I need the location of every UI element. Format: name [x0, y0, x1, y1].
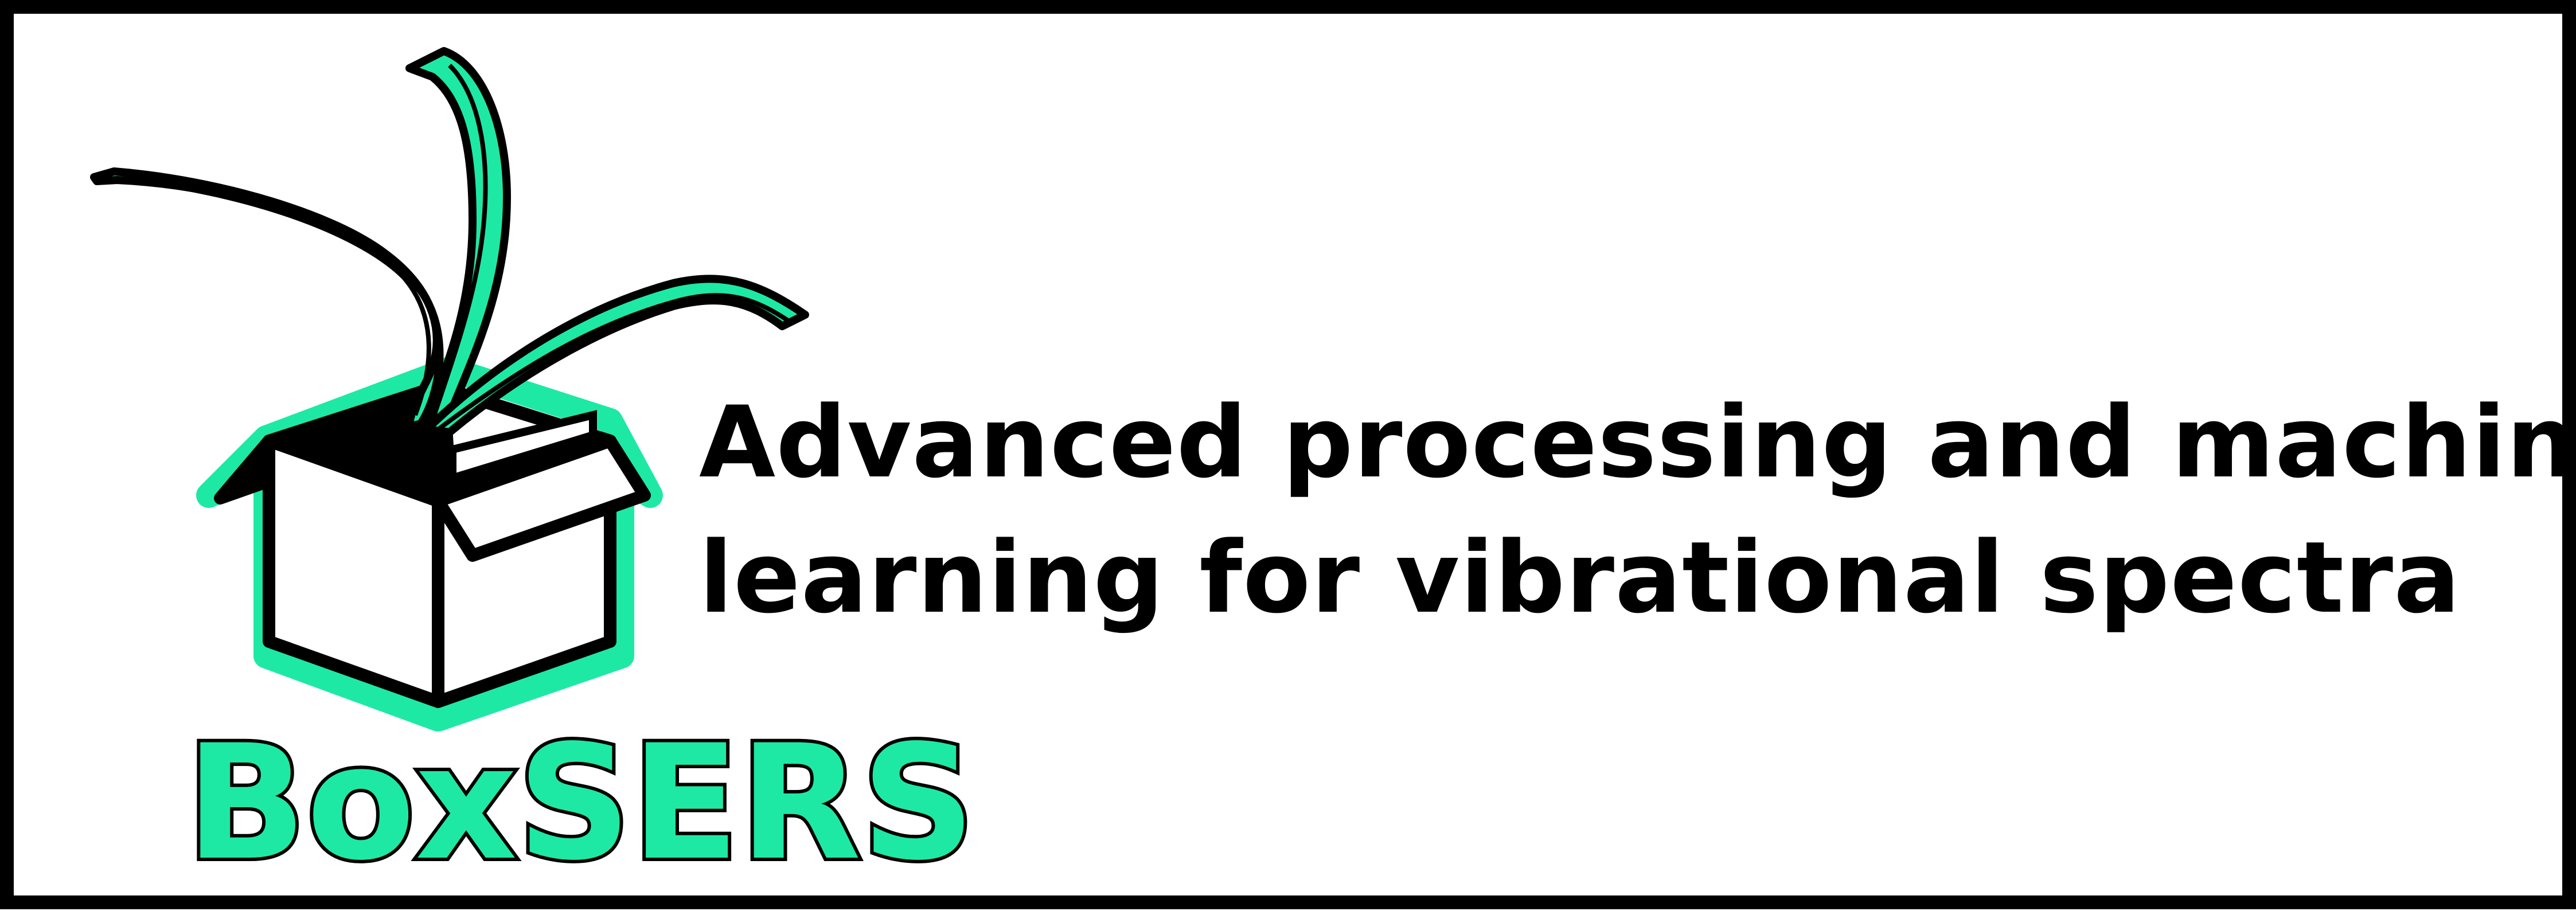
open-box-with-spectra-icon [90, 47, 809, 732]
tagline-line-1: Advanced processing and machine [699, 385, 2576, 500]
wordmark: BoxSERS [186, 711, 975, 895]
logo [90, 47, 809, 732]
wordmark-container: BoxSERS [182, 708, 979, 899]
tagline-line-2: learning for vibrational spectra [699, 520, 2461, 635]
tagline: Advanced processing and machine learning… [699, 375, 2576, 646]
